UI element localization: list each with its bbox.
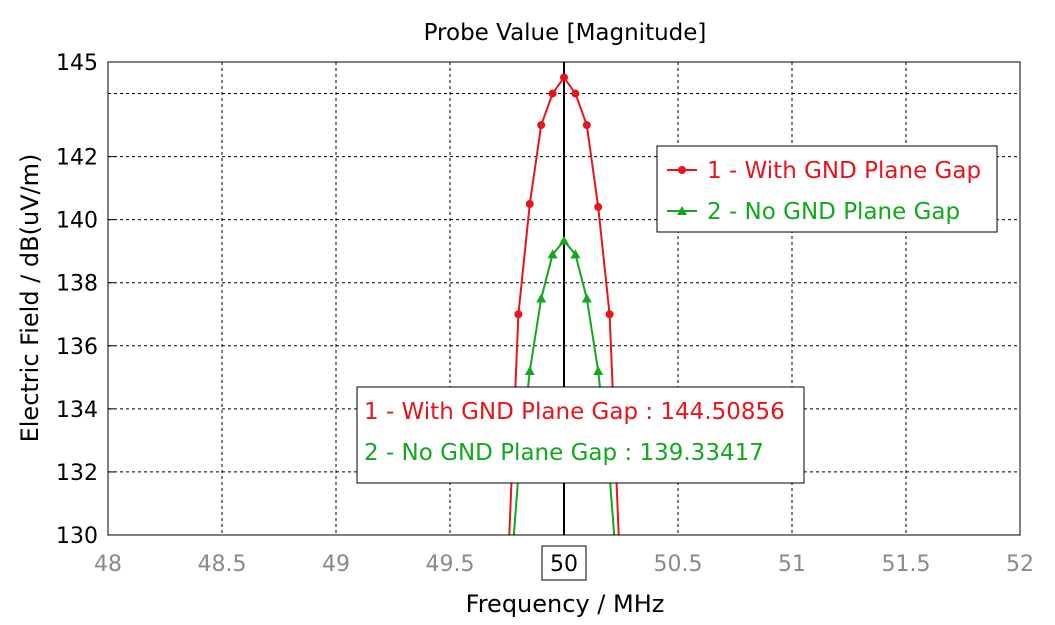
data-point: [525, 199, 534, 208]
x-tick-label: 50.5: [654, 552, 703, 577]
data-point: [594, 203, 603, 212]
data-point: [593, 366, 604, 376]
y-tick-label: 130: [56, 524, 98, 549]
data-point: [570, 249, 581, 259]
x-tick-label: 51: [778, 552, 806, 577]
x-tick-label: 52: [1006, 552, 1034, 577]
y-axis-label: Electric Field / dB(uV/m): [16, 154, 44, 443]
y-tick-label: 145: [56, 51, 98, 76]
y-tick-label: 138: [56, 272, 98, 297]
data-point: [536, 293, 547, 303]
legend-marker: [678, 166, 686, 174]
x-tick-label: 51.5: [882, 552, 931, 577]
data-point: [547, 249, 558, 259]
data-point: [548, 89, 557, 98]
data-point: [537, 121, 546, 130]
legend-item[interactable]: 1 - With GND Plane Gap: [667, 158, 981, 184]
legend[interactable]: 1 - With GND Plane Gap 2 - No GND Plane G…: [656, 145, 998, 233]
y-axis-ticks: 130 132 134 136 138 140 142 145: [56, 51, 115, 549]
readout-box: [356, 386, 805, 484]
legend-marker: [677, 206, 687, 215]
data-point: [559, 235, 569, 245]
legend-label: 2 - No GND Plane Gap: [707, 199, 960, 225]
x-tick-label: 49.5: [426, 552, 475, 577]
data-point: [581, 293, 592, 303]
legend-box: [656, 145, 998, 233]
x-tick-label: 48.5: [198, 552, 247, 577]
y-tick-label: 134: [56, 398, 98, 423]
readout-value: 1 - With GND Plane Gap : 144.50856: [364, 399, 785, 425]
plot-area[interactable]: [107, 61, 1021, 536]
legend-label: 1 - With GND Plane Gap: [707, 158, 981, 184]
series-1: [508, 73, 620, 535]
x-tick-label: 49: [322, 552, 350, 577]
legend-item[interactable]: 2 - No GND Plane Gap: [667, 199, 960, 225]
x-tick-label: 50: [550, 552, 578, 577]
y-tick-label: 140: [56, 209, 98, 234]
y-tick-label: 142: [56, 146, 98, 171]
data-point: [571, 89, 580, 98]
readout-value: 2 - No GND Plane Gap : 139.33417: [364, 440, 764, 466]
x-axis-ticks: 48 48.5 49 49.5 50 50.5 51 51.5 52: [94, 545, 1034, 581]
x-axis-label: Frequency / MHz: [466, 590, 665, 618]
x-tick-label: 48: [94, 552, 122, 577]
data-point: [605, 310, 614, 319]
marker-readout-box[interactable]: 1 - With GND Plane Gap : 144.50856 2 - No…: [356, 386, 805, 484]
data-point: [514, 310, 523, 319]
y-tick-label: 132: [56, 461, 98, 486]
y-tick-label: 136: [56, 335, 98, 360]
data-point: [560, 73, 568, 82]
marker-x-value-box[interactable]: [541, 545, 587, 581]
data-point: [524, 366, 535, 376]
chart-title: Probe Value [Magnitude]: [424, 20, 707, 46]
data-point: [582, 121, 591, 130]
